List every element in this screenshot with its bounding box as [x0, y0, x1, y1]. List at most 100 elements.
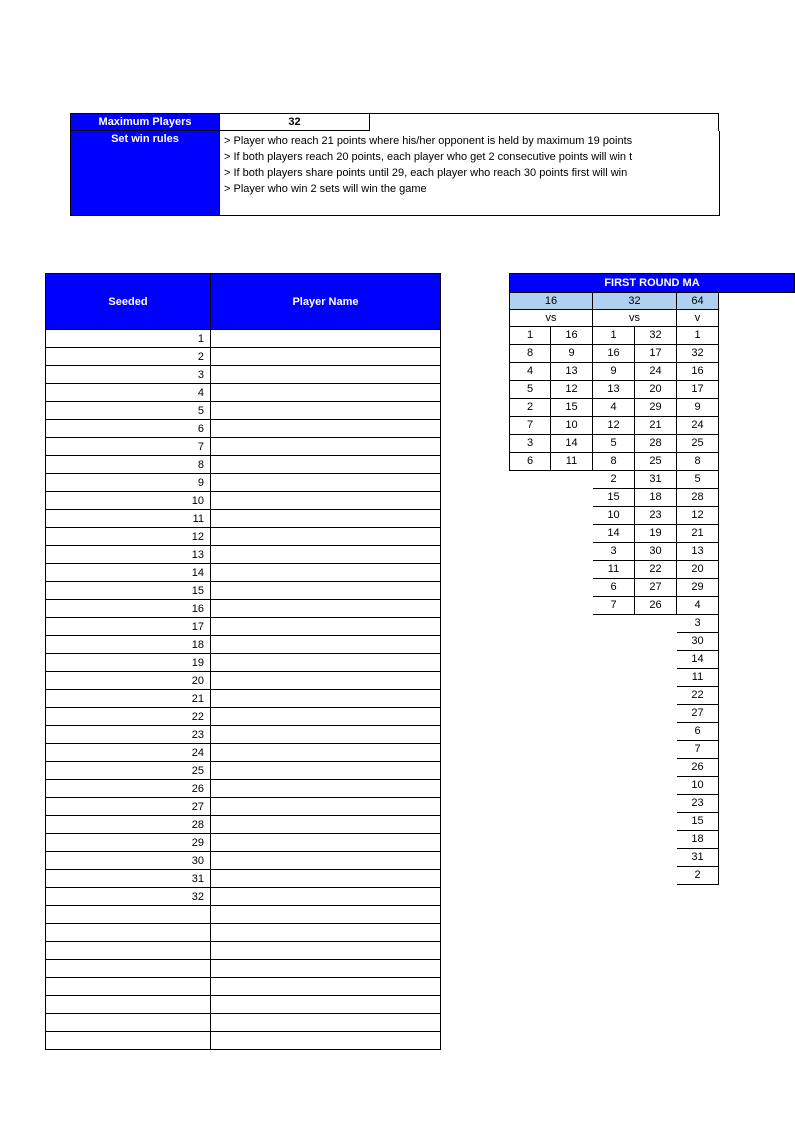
player-name-cell[interactable]	[211, 1014, 441, 1032]
player-name-cell[interactable]	[211, 1032, 441, 1050]
player-name-cell[interactable]	[211, 564, 441, 582]
player-name-cell[interactable]	[211, 384, 441, 402]
seed-cell: 28	[46, 816, 211, 834]
match-cell: 7	[677, 741, 719, 759]
match-cell: 16	[677, 363, 719, 381]
table-row: 27	[46, 798, 441, 816]
seed-cell: 30	[46, 852, 211, 870]
player-name-cell[interactable]	[211, 528, 441, 546]
match-cell: 16	[551, 327, 593, 345]
seed-cell	[46, 960, 211, 978]
player-name-cell[interactable]	[211, 852, 441, 870]
match-cell: 1	[593, 327, 635, 345]
player-name-cell[interactable]	[211, 402, 441, 420]
table-row: 30	[46, 852, 441, 870]
player-name-cell[interactable]	[211, 726, 441, 744]
seed-cell: 16	[46, 600, 211, 618]
player-name-cell[interactable]	[211, 906, 441, 924]
match-cell: 13	[551, 363, 593, 381]
table-row: 6	[46, 420, 441, 438]
match-cell: 25	[635, 453, 677, 471]
match-cell: 20	[677, 561, 719, 579]
player-name-cell[interactable]	[211, 456, 441, 474]
seed-cell: 8	[46, 456, 211, 474]
player-name-cell[interactable]	[211, 600, 441, 618]
match-cell: 13	[593, 381, 635, 399]
player-name-cell[interactable]	[211, 762, 441, 780]
match-cell: 12	[677, 507, 719, 525]
match-cell: 28	[677, 489, 719, 507]
seed-cell: 5	[46, 402, 211, 420]
player-name-cell[interactable]	[211, 708, 441, 726]
match-cell: 27	[635, 579, 677, 597]
player-name-cell[interactable]	[211, 672, 441, 690]
match-cell: 10	[551, 417, 593, 435]
match-cell: 11	[593, 561, 635, 579]
match-cell: 29	[635, 399, 677, 417]
player-name-cell[interactable]	[211, 816, 441, 834]
player-name-cell[interactable]	[211, 996, 441, 1014]
seed-cell	[46, 942, 211, 960]
player-name-cell[interactable]	[211, 744, 441, 762]
player-name-cell[interactable]	[211, 348, 441, 366]
seed-cell: 7	[46, 438, 211, 456]
player-name-cell[interactable]	[211, 960, 441, 978]
match-cell: 32	[635, 327, 677, 345]
table-row: 25	[46, 762, 441, 780]
match-cell: 3	[593, 543, 635, 561]
player-name-cell[interactable]	[211, 492, 441, 510]
table-row: 21	[46, 690, 441, 708]
match-cell: 32	[677, 345, 719, 363]
match-cell: 30	[677, 633, 719, 651]
match-cell: 4	[509, 363, 551, 381]
table-row: 19	[46, 654, 441, 672]
match-cell: 21	[635, 417, 677, 435]
player-name-cell[interactable]	[211, 888, 441, 906]
player-name-cell[interactable]	[211, 474, 441, 492]
player-name-cell[interactable]	[211, 510, 441, 528]
player-name-cell[interactable]	[211, 546, 441, 564]
player-name-cell[interactable]	[211, 636, 441, 654]
player-name-cell[interactable]	[211, 654, 441, 672]
info-block: Maximum Players 32 Set win rules > Playe…	[70, 113, 720, 216]
player-name-cell[interactable]	[211, 834, 441, 852]
match-cell: 14	[677, 651, 719, 669]
table-row: 13	[46, 546, 441, 564]
player-name-cell[interactable]	[211, 870, 441, 888]
table-row	[46, 924, 441, 942]
table-row: 11	[46, 510, 441, 528]
match-cell: 6	[509, 453, 551, 471]
bracket-size-header: 16	[509, 293, 593, 310]
seed-cell	[46, 978, 211, 996]
player-name-cell[interactable]	[211, 924, 441, 942]
player-name-cell[interactable]	[211, 438, 441, 456]
match-cell: 8	[509, 345, 551, 363]
player-name-cell[interactable]	[211, 420, 441, 438]
player-name-cell[interactable]	[211, 330, 441, 348]
player-name-cell[interactable]	[211, 978, 441, 996]
match-cell: 24	[635, 363, 677, 381]
match-cell: 12	[593, 417, 635, 435]
player-name-cell[interactable]	[211, 942, 441, 960]
seed-cell	[46, 924, 211, 942]
match-cell: 9	[593, 363, 635, 381]
match-cell: 24	[677, 417, 719, 435]
seed-cell: 10	[46, 492, 211, 510]
match-cell: 5	[677, 471, 719, 489]
seed-cell: 11	[46, 510, 211, 528]
match-cell: 3	[677, 615, 719, 633]
table-row: 23	[46, 726, 441, 744]
match-cell: 22	[635, 561, 677, 579]
match-cell: 9	[677, 399, 719, 417]
player-name-cell[interactable]	[211, 582, 441, 600]
match-cell: 9	[551, 345, 593, 363]
seed-cell: 6	[46, 420, 211, 438]
seed-cell: 12	[46, 528, 211, 546]
players-table: Seeded Player Name 123456789101112131415…	[45, 273, 441, 1050]
player-name-cell[interactable]	[211, 780, 441, 798]
player-name-cell[interactable]	[211, 690, 441, 708]
player-name-cell[interactable]	[211, 618, 441, 636]
table-row: 2	[46, 348, 441, 366]
player-name-cell[interactable]	[211, 366, 441, 384]
player-name-cell[interactable]	[211, 798, 441, 816]
